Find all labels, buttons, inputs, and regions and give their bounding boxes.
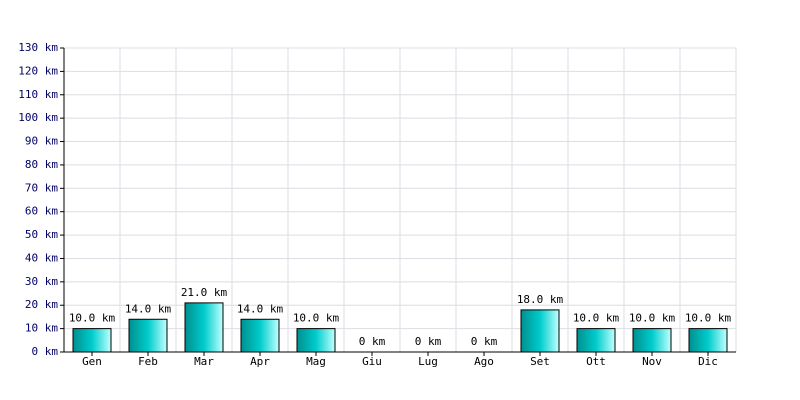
y-tick-label: 10 km [25, 322, 58, 335]
x-tick-label: Gen [82, 355, 102, 368]
y-tick-label: 130 km [18, 41, 58, 54]
value-label: 0 km [471, 335, 498, 348]
value-label: 10.0 km [293, 312, 340, 325]
bar [128, 318, 168, 353]
x-tick-label: Ago [474, 355, 494, 368]
x-tick-label: Giu [362, 355, 382, 368]
y-tick-label: 40 km [25, 251, 58, 264]
y-tick-label: 50 km [25, 228, 58, 241]
x-tick-label: Nov [642, 355, 662, 368]
y-tick-label: 20 km [25, 298, 58, 311]
x-tick-label: Feb [138, 355, 158, 368]
value-label: 0 km [359, 335, 386, 348]
x-tick-label: Apr [250, 355, 270, 368]
value-label: 10.0 km [69, 312, 116, 325]
bar [240, 318, 280, 353]
y-tick-label: 70 km [25, 181, 58, 194]
bar [576, 328, 616, 353]
x-tick-label: Mag [306, 355, 326, 368]
x-tick-label: Mar [194, 355, 214, 368]
y-tick-label: 90 km [25, 135, 58, 148]
x-tick-label: Dic [698, 355, 718, 368]
bar [184, 302, 224, 353]
bar [688, 328, 728, 353]
x-tick-label: Lug [418, 355, 438, 368]
value-label: 18.0 km [517, 293, 564, 306]
value-label: 21.0 km [181, 286, 228, 299]
y-tick-label: 60 km [25, 205, 58, 218]
value-label: 14.0 km [237, 302, 284, 315]
bar [520, 309, 560, 353]
y-tick-label: 110 km [18, 88, 58, 101]
y-tick-label: 120 km [18, 64, 58, 77]
y-tick-label: 80 km [25, 158, 58, 171]
x-tick-label: Ott [586, 355, 606, 368]
value-label: 0 km [415, 335, 442, 348]
y-tick-label: 100 km [18, 111, 58, 124]
value-label: 14.0 km [125, 302, 172, 315]
bar [296, 328, 336, 353]
bar [72, 328, 112, 353]
value-label: 10.0 km [573, 312, 620, 325]
value-label: 10.0 km [629, 312, 676, 325]
x-tick-label: Set [530, 355, 550, 368]
value-label: 10.0 km [685, 312, 732, 325]
y-tick-label: 0 km [32, 345, 59, 358]
y-tick-label: 30 km [25, 275, 58, 288]
bar [632, 328, 672, 353]
